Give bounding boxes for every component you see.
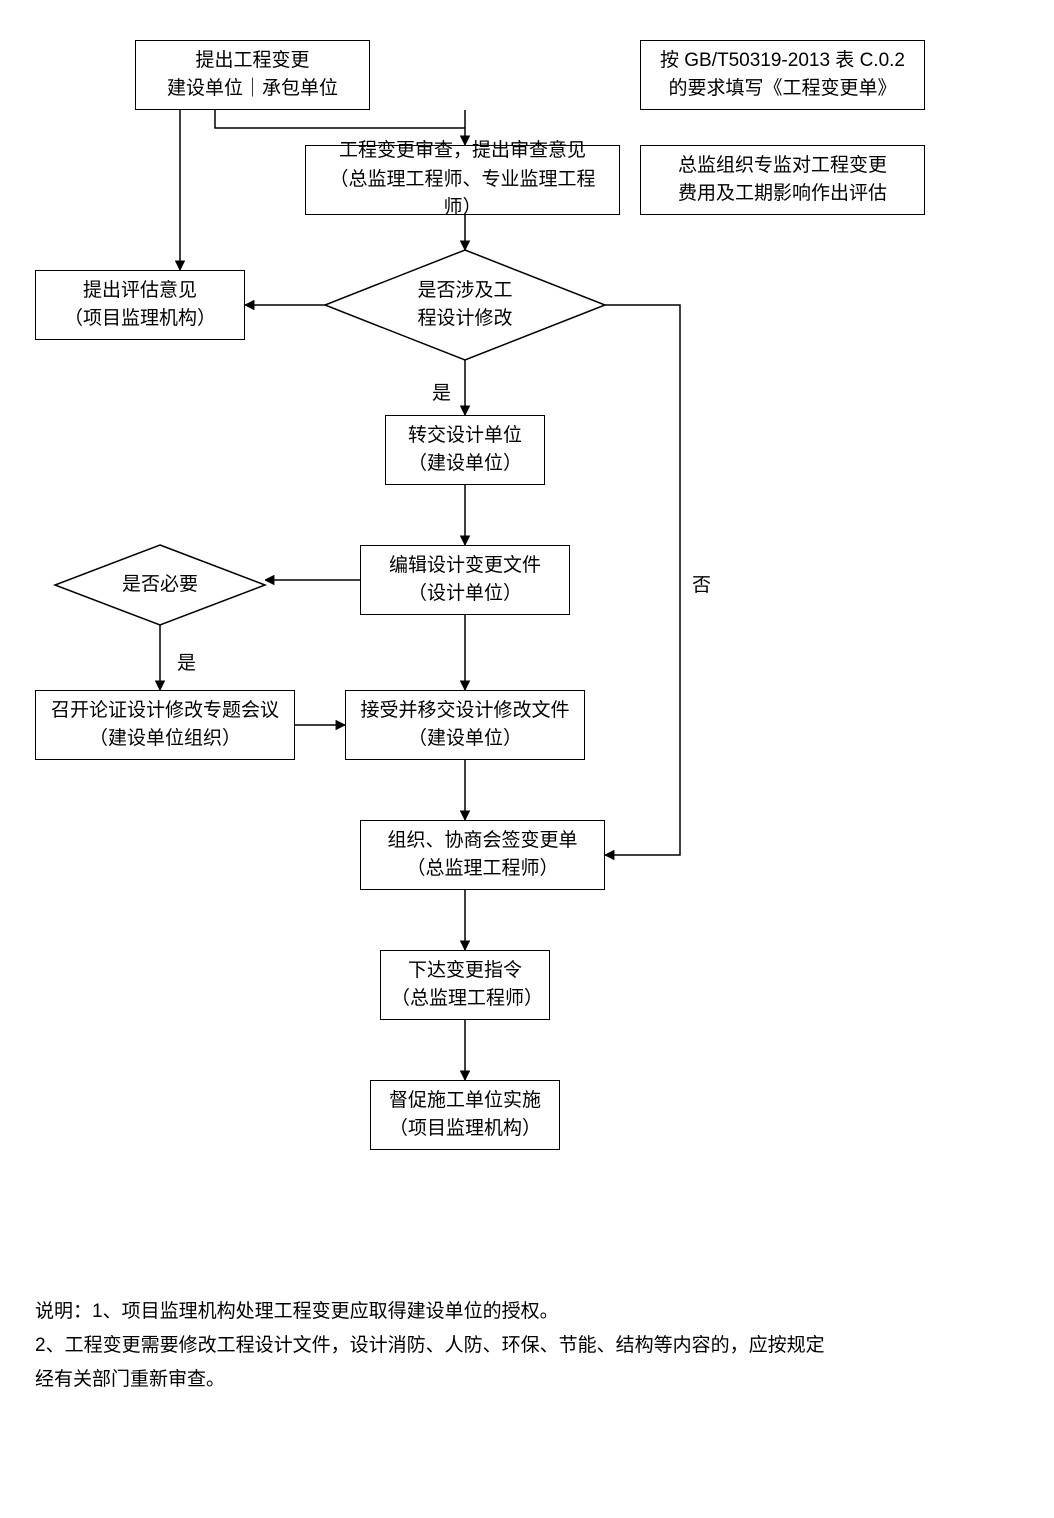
edge-label-e_d1_n6_yes: 是 [430,378,453,405]
node-n11: 下达变更指令（总监理工程师） [380,950,550,1020]
node-n12-line2: （项目监理机构） [389,1115,541,1144]
node-n4-line2: 费用及工期影响作出评估 [678,180,887,209]
edge-e_n1_split [215,110,465,128]
node-n9-line2: （建设单位） [408,725,522,754]
node-n12: 督促施工单位实施（项目监理机构） [370,1080,560,1150]
node-n7-line1: 编辑设计变更文件 [389,552,541,581]
notes-line-1: 说明：1、项目监理机构处理工程变更应取得建设单位的授权。 [35,1295,1015,1329]
node-n9: 接受并移交设计修改文件（建设单位） [345,690,585,760]
node-n2-line1: 按 GB/T50319-2013 表 C.0.2 [660,47,905,76]
node-n9-line1: 接受并移交设计修改文件 [360,697,569,726]
node-n3-line1: 工程变更审查，提出审查意见 [339,137,586,166]
node-n7-line2: （设计单位） [408,580,522,609]
node-n12-line1: 督促施工单位实施 [389,1087,541,1116]
node-n8-line2: （建设单位组织） [89,725,241,754]
edge-label-e_d2_n8_yes: 是 [175,648,198,675]
node-n1: 提出工程变更建设单位｜承包单位 [135,40,370,110]
node-n4-line1: 总监组织专监对工程变更 [678,152,887,181]
node-n1-line1: 提出工程变更 [195,47,309,76]
node-d1-line1: 是否涉及工 [417,277,512,306]
node-n6-line1: 转交设计单位 [408,422,522,451]
edge-e_d1_n10_no [605,305,680,855]
node-n8: 召开论证设计修改专题会议（建设单位组织） [35,690,295,760]
notes-line-2: 2、工程变更需要修改工程设计文件，设计消防、人防、环保、节能、结构等内容的，应按… [35,1329,1015,1363]
node-n10-line1: 组织、协商会签变更单 [387,827,577,856]
notes-line-3: 经有关部门重新审查。 [35,1363,1015,1397]
node-n8-line1: 召开论证设计修改专题会议 [51,697,279,726]
node-n10: 组织、协商会签变更单（总监理工程师） [360,820,605,890]
node-d1-line2: 程设计修改 [417,305,512,334]
node-n5-line1: 提出评估意见 [83,277,197,306]
node-d2-line1: 是否必要 [122,571,198,600]
node-n3-line2: （总监理工程师、专业监理工程师） [316,166,609,223]
node-n2: 按 GB/T50319-2013 表 C.0.2的要求填写《工程变更单》 [640,40,925,110]
node-n2-line2: 的要求填写《工程变更单》 [668,75,896,104]
node-d1: 是否涉及工程设计修改 [325,250,605,360]
node-n11-line1: 下达变更指令 [408,957,522,986]
node-n10-line2: （总监理工程师） [406,855,558,884]
node-n3: 工程变更审查，提出审查意见（总监理工程师、专业监理工程师） [305,145,620,215]
flowchart-canvas: 提出工程变更建设单位｜承包单位 按 GB/T50319-2013 表 C.0.2的… [0,0,1054,1518]
node-n11-line2: （总监理工程师） [391,985,539,1014]
edge-label-e_d1_n10_no: 否 [690,570,713,597]
node-n6-line2: （建设单位） [408,450,522,479]
notes-text: 说明：1、项目监理机构处理工程变更应取得建设单位的授权。 2、工程变更需要修改工… [35,1295,1015,1398]
node-n1-line2: 建设单位｜承包单位 [167,75,338,104]
node-n5-line2: （项目监理机构） [64,305,216,334]
node-n5: 提出评估意见（项目监理机构） [35,270,245,340]
node-d2: 是否必要 [55,545,265,625]
node-n7: 编辑设计变更文件（设计单位） [360,545,570,615]
node-n6: 转交设计单位（建设单位） [385,415,545,485]
node-n4: 总监组织专监对工程变更费用及工期影响作出评估 [640,145,925,215]
